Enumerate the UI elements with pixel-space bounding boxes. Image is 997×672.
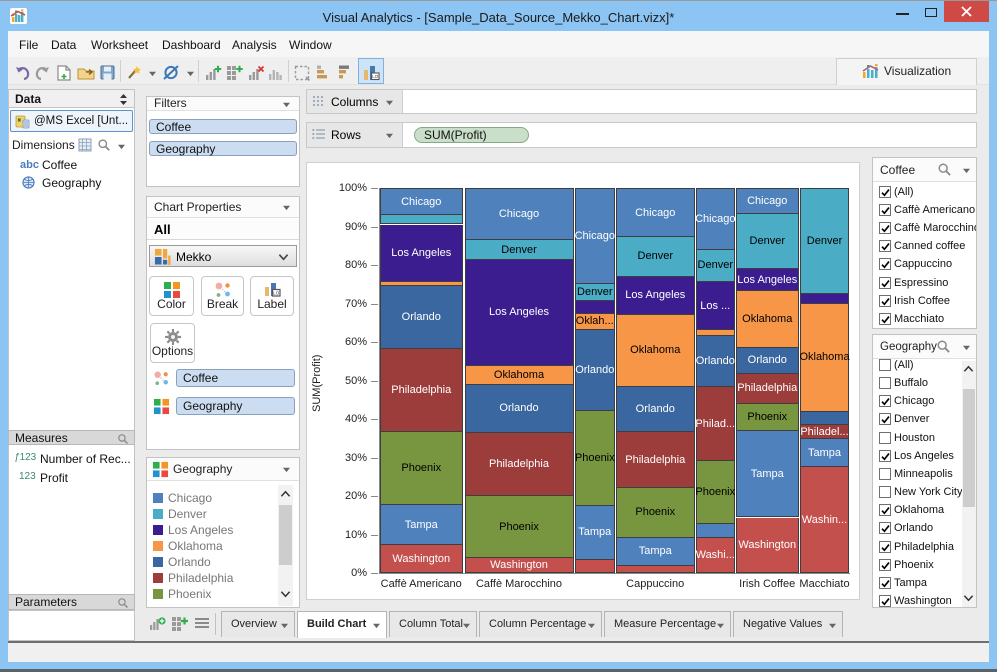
- svg-text:LO: LO: [372, 74, 379, 79]
- svg-text:LO: LO: [273, 291, 280, 296]
